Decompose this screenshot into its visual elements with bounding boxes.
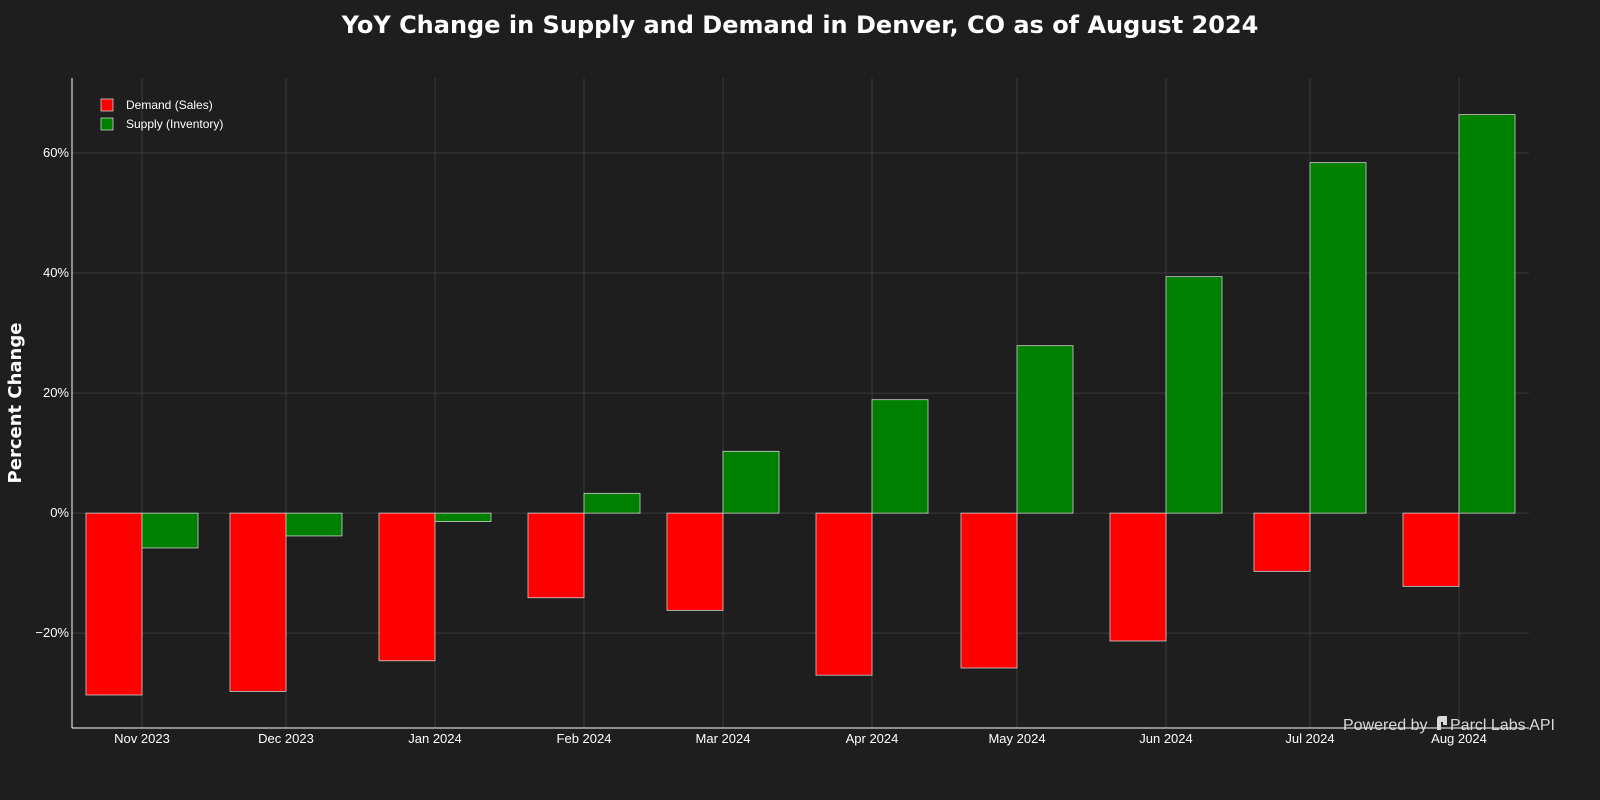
watermark-prefix: Powered by bbox=[1343, 717, 1428, 734]
x-tick-label: May 2024 bbox=[988, 731, 1045, 746]
y-tick-label: −20% bbox=[35, 625, 69, 640]
y-tick-label: 0% bbox=[50, 505, 69, 520]
demand-bar bbox=[527, 512, 585, 599]
y-tick-label: 40% bbox=[43, 265, 69, 280]
watermark-brand: Parcl Labs API bbox=[1450, 717, 1555, 734]
demand-bar bbox=[666, 512, 724, 611]
legend-label: Supply (Inventory) bbox=[126, 117, 223, 131]
supply-bar bbox=[1016, 345, 1074, 514]
demand-bar bbox=[229, 512, 287, 692]
demand-bar bbox=[1253, 512, 1311, 572]
bars bbox=[85, 114, 1516, 696]
x-tick-label: Jul 2024 bbox=[1285, 731, 1334, 746]
x-tick-label: Dec 2023 bbox=[258, 731, 314, 746]
demand-bar bbox=[378, 512, 436, 662]
demand-bar bbox=[815, 512, 873, 676]
supply-bar bbox=[434, 512, 492, 522]
supply-bar bbox=[1165, 276, 1223, 514]
supply-bar bbox=[285, 512, 343, 537]
x-tick-label: Jun 2024 bbox=[1139, 731, 1193, 746]
chart-title: YoY Change in Supply and Demand in Denve… bbox=[341, 11, 1259, 39]
demand-bar bbox=[1109, 512, 1167, 642]
supply-bar bbox=[722, 450, 780, 514]
y-tick-label: 20% bbox=[43, 385, 69, 400]
demand-bar bbox=[85, 512, 143, 696]
parcl-labs-logo-icon bbox=[1437, 716, 1447, 730]
x-tick-label: Jan 2024 bbox=[408, 731, 462, 746]
demand-bar bbox=[1402, 512, 1460, 587]
legend-swatch bbox=[100, 117, 114, 131]
x-tick-label: Apr 2024 bbox=[846, 731, 899, 746]
demand-bar bbox=[960, 512, 1018, 669]
x-tick-label: Aug 2024 bbox=[1431, 731, 1487, 746]
axes: −20% 0% 20% 40% 60% Nov 2023 Dec 2023 Jan 2024 F… bbox=[35, 78, 1529, 746]
supply-bar bbox=[141, 512, 199, 549]
x-tick-label: Mar 2024 bbox=[696, 731, 751, 746]
x-tick-label: Nov 2023 bbox=[114, 731, 170, 746]
legend[interactable]: Demand (Sales) Supply (Inventory) bbox=[100, 98, 223, 131]
supply-bar bbox=[1309, 162, 1367, 514]
legend-label: Demand (Sales) bbox=[126, 98, 213, 112]
supply-bar bbox=[1458, 114, 1516, 514]
y-axis-label: Percent Change bbox=[5, 323, 26, 484]
watermark: Powered by Parcl Labs API bbox=[1343, 716, 1555, 734]
x-tick-label: Feb 2024 bbox=[557, 731, 612, 746]
y-tick-label: 60% bbox=[43, 145, 69, 160]
supply-bar bbox=[583, 492, 641, 514]
supply-bar bbox=[871, 399, 929, 514]
legend-swatch bbox=[100, 98, 114, 112]
